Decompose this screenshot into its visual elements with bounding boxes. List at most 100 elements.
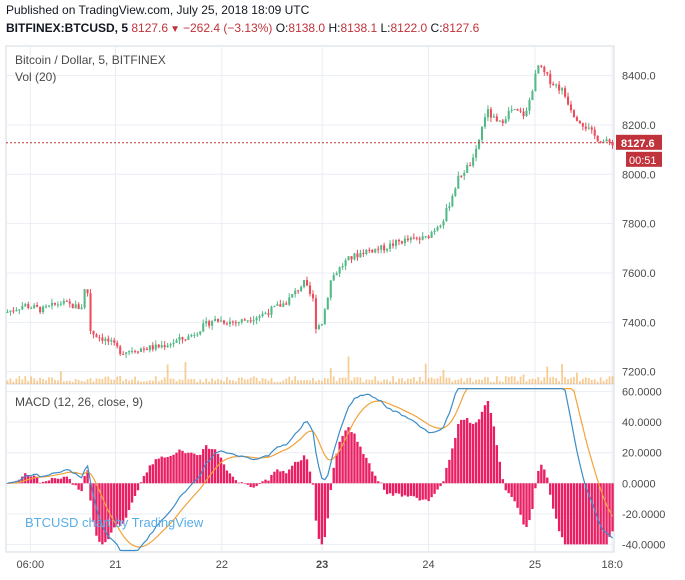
volume-bar — [439, 376, 442, 384]
candle-body — [424, 236, 427, 238]
macd-histogram-bar — [507, 483, 510, 494]
volume-bar — [45, 380, 47, 384]
macd-histogram-bar — [231, 476, 235, 484]
candle-body — [291, 294, 294, 298]
volume-bar — [208, 381, 211, 384]
macd-histogram-bar — [113, 483, 116, 528]
candle-body — [196, 334, 199, 336]
volume-bar — [469, 377, 472, 384]
candle-body — [101, 337, 104, 341]
volume-bar — [344, 377, 347, 384]
macd-histogram-bar — [62, 476, 66, 484]
volume-bar — [166, 364, 169, 384]
macd-histogram-bar — [264, 479, 267, 484]
macd-histogram-bar — [130, 483, 134, 503]
candle-body — [409, 237, 412, 241]
candle-body — [83, 289, 86, 308]
time-axis[interactable]: 06:00 21 22 23 24 25 18:0 — [17, 559, 623, 571]
volume-bar — [519, 376, 522, 384]
macd-histogram-bar — [202, 449, 205, 484]
macd-histogram-bar — [466, 418, 469, 484]
macd-histogram-bar — [563, 483, 567, 545]
volume-bar — [243, 379, 246, 384]
volume-bar — [442, 369, 445, 384]
volume-bar — [101, 379, 104, 384]
candle-body — [169, 344, 172, 346]
candle-body — [175, 340, 178, 343]
macd-histogram-bar — [436, 483, 439, 490]
macd-histogram-bar — [439, 483, 442, 487]
volume-bar — [398, 378, 400, 384]
macd-axis[interactable]: 60.0000 40.0000 20.0000 0.0000 -20.0000 -40.0… — [622, 387, 665, 552]
candle-body — [368, 249, 371, 251]
countdown-tag-bg — [626, 151, 662, 167]
candle-body — [608, 139, 611, 142]
macd-histogram-bar — [430, 483, 433, 498]
candle-body — [522, 111, 525, 116]
candle-body — [246, 320, 249, 322]
candle-body — [519, 110, 522, 112]
candle-body — [504, 119, 507, 124]
macd-histogram-bar — [157, 458, 160, 484]
macd-histogram-bar — [71, 483, 74, 485]
macd-histogram-bar — [519, 483, 522, 515]
volume-bar — [389, 381, 391, 384]
macd-histogram-bar — [531, 483, 534, 510]
volume-bar — [252, 376, 255, 384]
macd-histogram-bar — [293, 461, 297, 484]
volume-bar — [137, 380, 139, 384]
candle-body — [202, 323, 205, 332]
macd-label: MACD (12, 26, close, 9) — [15, 395, 143, 409]
price-axis[interactable]: 7200.0 7400.0 7600.0 7800.0 8000.0 8200.0 8400… — [622, 71, 656, 379]
macd-histogram-bar — [480, 411, 484, 484]
volume-bar — [383, 379, 386, 384]
macd-histogram-bar — [249, 483, 252, 488]
candle-body — [552, 83, 555, 85]
macd-histogram-bar — [80, 483, 83, 492]
volume-bar — [504, 376, 507, 384]
macd-histogram-bar — [142, 476, 146, 484]
macd-histogram-bar — [368, 463, 371, 484]
candle-body — [543, 66, 546, 73]
candle-body — [77, 304, 80, 309]
macd-histogram-bar — [77, 483, 80, 490]
volume-bar — [77, 379, 80, 384]
macd-histogram-bar — [546, 477, 549, 484]
volume-bar — [237, 377, 240, 384]
macd-histogram-bar — [21, 476, 24, 484]
volume-bar — [95, 378, 98, 384]
macd-histogram-bar — [599, 483, 602, 545]
candle-body — [587, 127, 590, 129]
volume-bar — [380, 381, 383, 384]
candle-body — [412, 237, 415, 239]
price-pane-frame[interactable] — [5, 45, 615, 385]
macd-histogram-bar — [483, 405, 487, 484]
macd-histogram-bar — [216, 453, 220, 484]
volume-bar — [36, 380, 39, 384]
candle-body — [80, 307, 83, 309]
volume-bar — [534, 379, 537, 384]
volume-bar — [134, 376, 136, 384]
macd-histogram-bar — [513, 483, 516, 502]
candle-body — [483, 117, 487, 127]
volume-bar — [448, 377, 451, 384]
candle-body — [486, 109, 489, 118]
candle-body — [489, 109, 492, 118]
symbol-label[interactable]: BITFINEX:BTCUSD, 5 — [6, 21, 129, 35]
macd-histogram-bar — [374, 475, 377, 484]
macd-histogram-bar — [222, 464, 226, 484]
candle-body — [145, 348, 148, 351]
volume-bar — [148, 380, 151, 384]
macd-histogram-bar — [543, 469, 546, 484]
candle-body — [45, 306, 48, 308]
volume-bar — [415, 380, 418, 384]
volume-bar — [223, 381, 225, 384]
macd-histogram-bar — [199, 454, 202, 484]
candle-body — [377, 248, 380, 250]
macd-histogram-bar — [136, 483, 140, 491]
macd-histogram-bar — [237, 482, 241, 484]
macd-histogram-bar — [489, 413, 493, 484]
candle-body — [356, 253, 359, 258]
volume-bar — [362, 381, 365, 384]
